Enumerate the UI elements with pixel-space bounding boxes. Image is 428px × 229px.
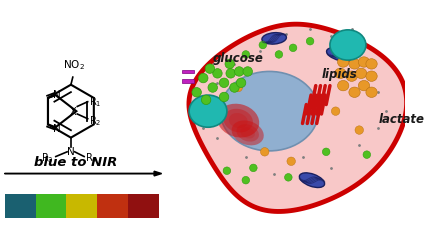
Text: N: N [53,124,60,134]
Ellipse shape [217,104,259,138]
Ellipse shape [201,96,211,105]
Ellipse shape [241,128,255,139]
Ellipse shape [356,69,367,79]
Ellipse shape [229,114,248,129]
Ellipse shape [335,69,346,79]
Bar [182,80,194,83]
Ellipse shape [346,72,357,82]
Text: lipids: lipids [321,68,357,81]
FancyArrow shape [5,172,162,176]
Ellipse shape [205,65,214,74]
Ellipse shape [213,69,222,79]
Ellipse shape [219,79,229,88]
Ellipse shape [236,79,246,88]
Text: glucose: glucose [213,52,264,65]
Bar [36,194,66,218]
Text: blue to NIR: blue to NIR [34,155,117,168]
Ellipse shape [232,121,264,146]
Text: N: N [67,146,75,156]
Text: lactate: lactate [378,113,424,126]
Bar [128,194,159,218]
Bar [5,194,36,218]
Text: N: N [53,90,60,100]
Ellipse shape [299,173,324,188]
Ellipse shape [250,164,257,172]
Ellipse shape [366,88,377,98]
Text: X: X [69,107,76,117]
Ellipse shape [262,33,286,45]
Ellipse shape [287,157,295,166]
Ellipse shape [242,177,250,184]
Ellipse shape [366,72,377,82]
Ellipse shape [199,74,208,83]
Ellipse shape [285,174,292,181]
Polygon shape [189,25,407,212]
Text: R$_2$: R$_2$ [89,113,101,127]
Ellipse shape [349,88,360,98]
Text: R$_3$: R$_3$ [41,151,54,165]
Ellipse shape [234,84,243,92]
Text: R$_1$: R$_1$ [89,94,101,108]
Ellipse shape [225,60,235,69]
Ellipse shape [358,57,370,68]
Ellipse shape [306,38,314,46]
Ellipse shape [363,151,371,159]
Ellipse shape [189,96,227,128]
Text: NO$_2$: NO$_2$ [63,58,85,72]
Ellipse shape [261,148,269,156]
Ellipse shape [236,125,259,142]
Ellipse shape [223,167,231,175]
Ellipse shape [327,48,354,62]
Ellipse shape [322,148,330,156]
Ellipse shape [192,88,201,98]
Bar [182,70,194,74]
Ellipse shape [208,83,217,93]
Bar [97,194,128,218]
Ellipse shape [355,126,363,135]
Ellipse shape [338,81,349,91]
Bar [66,194,97,218]
Ellipse shape [358,81,370,91]
Ellipse shape [235,67,244,77]
Ellipse shape [338,57,349,68]
Ellipse shape [366,60,377,70]
Text: R$_4$: R$_4$ [85,151,98,165]
Ellipse shape [275,52,282,59]
Ellipse shape [259,42,267,49]
Ellipse shape [226,69,235,79]
Ellipse shape [349,60,360,70]
Ellipse shape [289,45,297,52]
Ellipse shape [219,93,229,102]
Ellipse shape [330,31,366,61]
Ellipse shape [243,67,253,77]
Ellipse shape [331,107,340,116]
Ellipse shape [242,52,250,59]
Ellipse shape [230,83,239,93]
Ellipse shape [220,72,318,151]
Ellipse shape [223,109,253,133]
